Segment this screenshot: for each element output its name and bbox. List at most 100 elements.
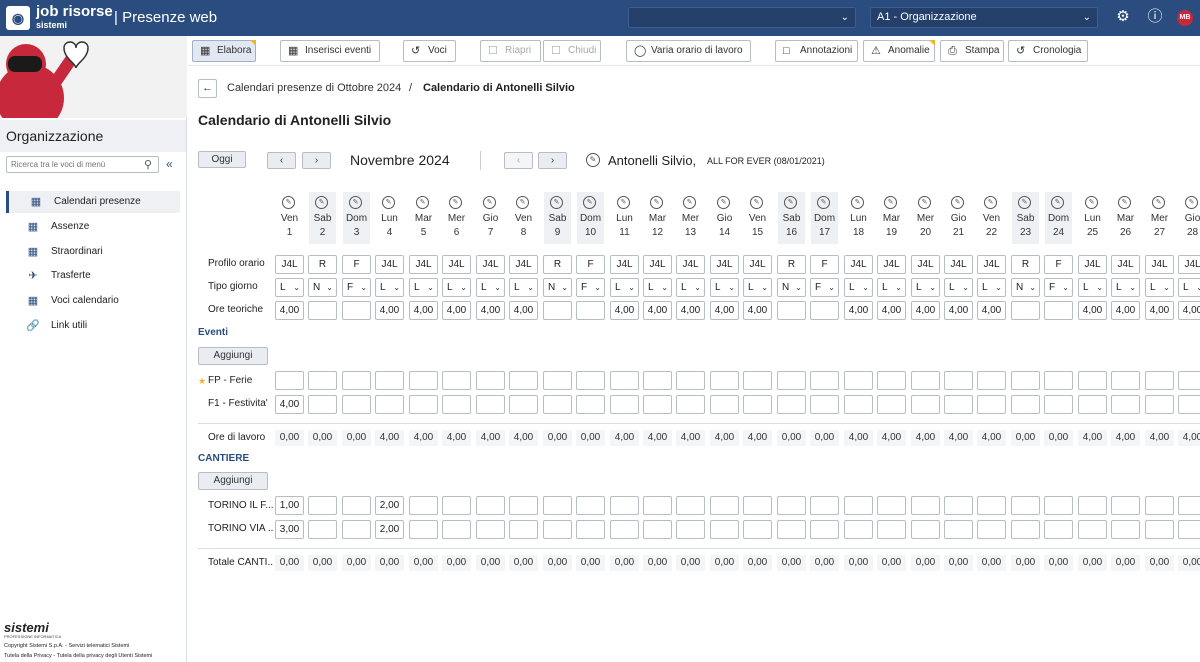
cell-ore[interactable]: [308, 301, 337, 320]
cell-t1[interactable]: [844, 496, 873, 515]
cell-profilo[interactable]: J4L: [710, 255, 739, 274]
cell-ore[interactable]: 4,00: [676, 301, 705, 320]
annotazioni-button[interactable]: □ Annotazioni: [775, 40, 858, 62]
cell-ore[interactable]: [1011, 301, 1040, 320]
cell-t1[interactable]: [1178, 496, 1200, 515]
edit-day-icon[interactable]: ✎: [483, 196, 496, 209]
anomalie-button[interactable]: ⚠ Anomalie: [863, 40, 935, 62]
cell-f1[interactable]: [810, 395, 839, 414]
cell-t1[interactable]: [643, 496, 672, 515]
cell-t1[interactable]: 1,00: [275, 496, 304, 515]
cell-ore[interactable]: [543, 301, 572, 320]
cell-t2[interactable]: [810, 520, 839, 539]
cell-tipo[interactable]: F ⌄: [342, 278, 371, 297]
cell-fp[interactable]: [375, 371, 404, 390]
cell-f1[interactable]: [844, 395, 873, 414]
cell-t2[interactable]: [944, 520, 973, 539]
cell-fp[interactable]: [476, 371, 505, 390]
next-month-button[interactable]: ›: [302, 152, 331, 169]
cell-f1[interactable]: [610, 395, 639, 414]
edit-day-icon[interactable]: ✎: [984, 196, 997, 209]
cronologia-button[interactable]: ↺ Cronologia: [1008, 40, 1088, 62]
cell-t1[interactable]: [442, 496, 471, 515]
edit-day-icon[interactable]: ✎: [1118, 196, 1131, 209]
cell-tipo[interactable]: L ⌄: [1178, 278, 1200, 297]
chiudi-button[interactable]: ☐ Chiudi: [543, 40, 601, 62]
cell-fp[interactable]: [643, 371, 672, 390]
cell-f1[interactable]: [944, 395, 973, 414]
cell-profilo[interactable]: J4L: [375, 255, 404, 274]
menu-search-input[interactable]: [6, 156, 159, 173]
edit-day-icon[interactable]: ✎: [315, 196, 328, 209]
cell-ore[interactable]: [1044, 301, 1073, 320]
cell-tipo[interactable]: L ⌄: [375, 278, 404, 297]
cell-t2[interactable]: [743, 520, 772, 539]
cell-t1[interactable]: [743, 496, 772, 515]
cell-tipo[interactable]: L ⌄: [275, 278, 304, 297]
cell-tipo[interactable]: L ⌄: [743, 278, 772, 297]
cell-t2[interactable]: [676, 520, 705, 539]
cell-t2[interactable]: [409, 520, 438, 539]
cell-tipo[interactable]: L ⌄: [610, 278, 639, 297]
edit-day-icon[interactable]: ✎: [349, 196, 362, 209]
cell-profilo[interactable]: J4L: [944, 255, 973, 274]
cell-t1[interactable]: [1011, 496, 1040, 515]
cell-tipo[interactable]: L ⌄: [676, 278, 705, 297]
cell-f1[interactable]: [743, 395, 772, 414]
cell-ore[interactable]: 4,00: [944, 301, 973, 320]
back-button[interactable]: ←: [198, 79, 217, 98]
cell-profilo[interactable]: J4L: [409, 255, 438, 274]
cell-fp[interactable]: [1178, 371, 1200, 390]
cell-fp[interactable]: [342, 371, 371, 390]
edit-day-icon[interactable]: ✎: [650, 196, 663, 209]
edit-day-icon[interactable]: ✎: [817, 196, 830, 209]
cell-tipo[interactable]: N ⌄: [777, 278, 806, 297]
avatar[interactable]: MB: [1177, 10, 1193, 26]
cell-profilo[interactable]: F: [342, 255, 371, 274]
footer-copyright[interactable]: Copyright Sistemi S.p.A. - Servizi telem…: [4, 643, 130, 649]
edit-day-icon[interactable]: ✎: [918, 196, 931, 209]
cell-t1[interactable]: [810, 496, 839, 515]
cell-profilo[interactable]: R: [777, 255, 806, 274]
cell-tipo[interactable]: L ⌄: [911, 278, 940, 297]
gear-icon[interactable]: ⚙: [1116, 8, 1130, 25]
cell-f1[interactable]: [911, 395, 940, 414]
cell-fp[interactable]: [911, 371, 940, 390]
cell-ore[interactable]: 4,00: [409, 301, 438, 320]
cell-ore[interactable]: 4,00: [977, 301, 1006, 320]
cell-fp[interactable]: [1145, 371, 1174, 390]
prev-employee-button[interactable]: ‹: [504, 152, 533, 169]
cell-f1[interactable]: [1078, 395, 1107, 414]
cell-ore[interactable]: 4,00: [375, 301, 404, 320]
cell-tipo[interactable]: L ⌄: [509, 278, 538, 297]
cell-profilo[interactable]: J4L: [844, 255, 873, 274]
cell-t1[interactable]: [476, 496, 505, 515]
cell-ore[interactable]: 4,00: [743, 301, 772, 320]
cell-fp[interactable]: [610, 371, 639, 390]
cell-tipo[interactable]: L ⌄: [442, 278, 471, 297]
company-select[interactable]: ⌄: [628, 7, 856, 28]
cell-profilo[interactable]: F: [576, 255, 605, 274]
cell-f1[interactable]: [1111, 395, 1140, 414]
cell-f1[interactable]: [777, 395, 806, 414]
cell-tipo[interactable]: F ⌄: [810, 278, 839, 297]
cell-tipo[interactable]: L ⌄: [710, 278, 739, 297]
stampa-button[interactable]: ⎙ Stampa: [940, 40, 1004, 62]
cell-profilo[interactable]: J4L: [911, 255, 940, 274]
cell-t1[interactable]: [509, 496, 538, 515]
cell-t2[interactable]: [977, 520, 1006, 539]
cell-t1[interactable]: [1044, 496, 1073, 515]
edit-day-icon[interactable]: ✎: [717, 196, 730, 209]
cell-f1[interactable]: [509, 395, 538, 414]
cell-profilo[interactable]: J4L: [610, 255, 639, 274]
cell-ore[interactable]: 4,00: [877, 301, 906, 320]
cell-tipo[interactable]: L ⌄: [409, 278, 438, 297]
cell-ore[interactable]: 4,00: [1078, 301, 1107, 320]
cell-fp[interactable]: [442, 371, 471, 390]
elabora-button[interactable]: ▦ Elabora: [192, 40, 256, 62]
collapse-sidebar-icon[interactable]: «: [166, 157, 173, 171]
cell-profilo[interactable]: R: [308, 255, 337, 274]
cell-tipo[interactable]: N ⌄: [1011, 278, 1040, 297]
cell-t1[interactable]: [777, 496, 806, 515]
cell-f1[interactable]: 4,00: [275, 395, 304, 414]
